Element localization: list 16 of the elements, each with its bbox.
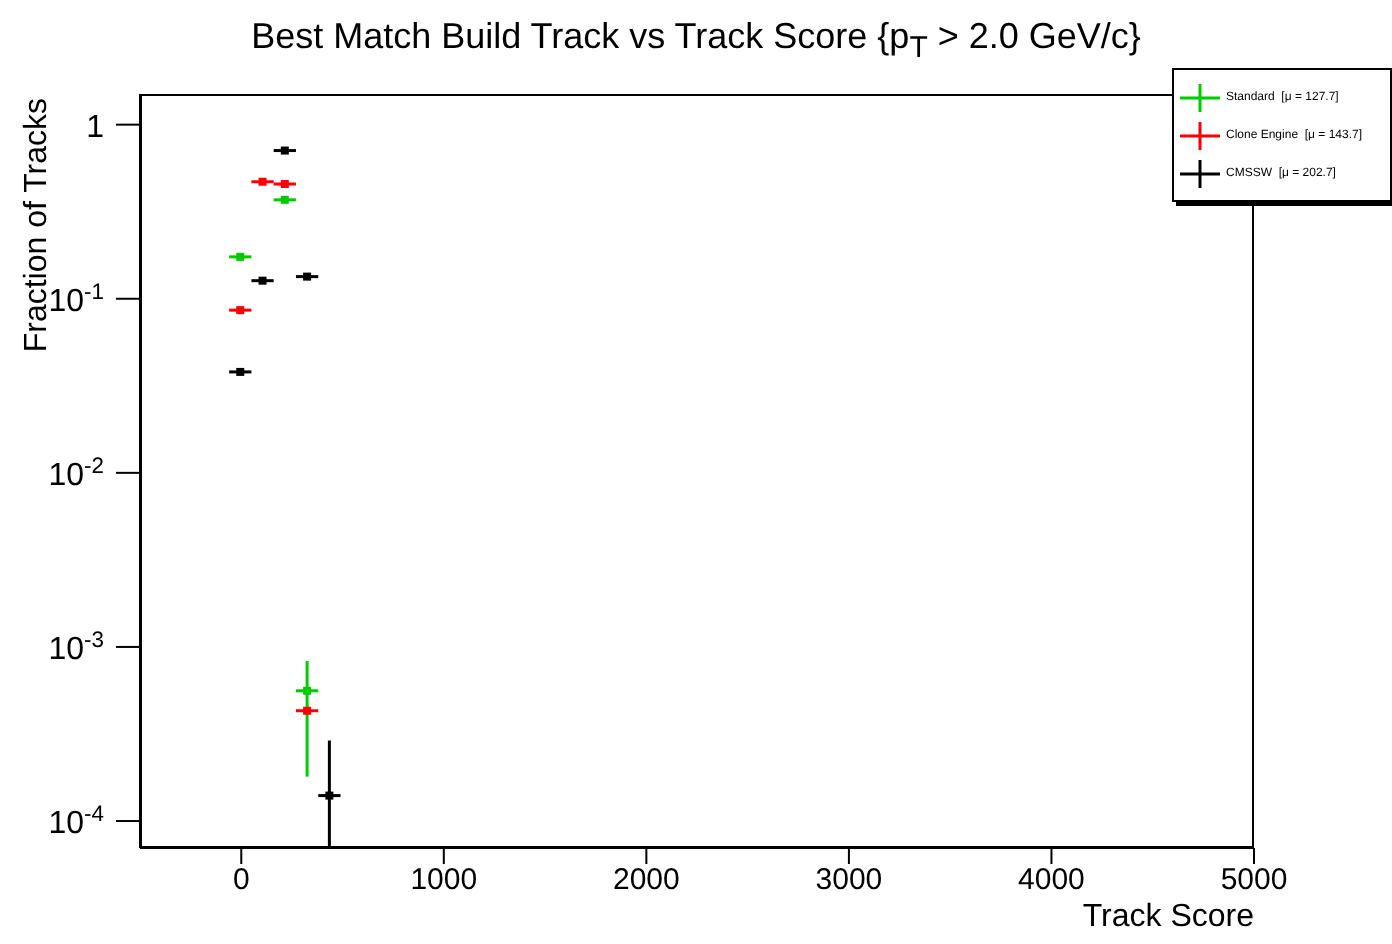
y-axis-title: Fraction of Tracks — [20, 98, 54, 353]
y-tick-label: 10$^{-3}$ — [48, 628, 104, 667]
y-tick-label: 1 — [86, 110, 105, 145]
x-tick-label: 5000 — [1220, 863, 1288, 898]
x-tick-label: 3000 — [815, 863, 883, 898]
chart-title: Best Match Build Track vs Track Score {p$_{T}$ > 2.0 GeV/c} — [249, 16, 1143, 66]
point — [303, 686, 312, 695]
x-tick-label: 4000 — [1018, 863, 1085, 898]
y-tick-label: 10$^{-2}$ — [48, 454, 104, 493]
point — [325, 791, 334, 800]
y-tick-label: 10$^{-4}$ — [48, 803, 104, 842]
x-tick-label: 0 — [232, 863, 250, 898]
x-tick-label: 2000 — [612, 863, 680, 898]
x-axis-title: Track Score — [1080, 900, 1254, 936]
x-tick-label: 1000 — [410, 863, 478, 898]
y-tick-label: 10$^{-1}$ — [48, 280, 104, 319]
